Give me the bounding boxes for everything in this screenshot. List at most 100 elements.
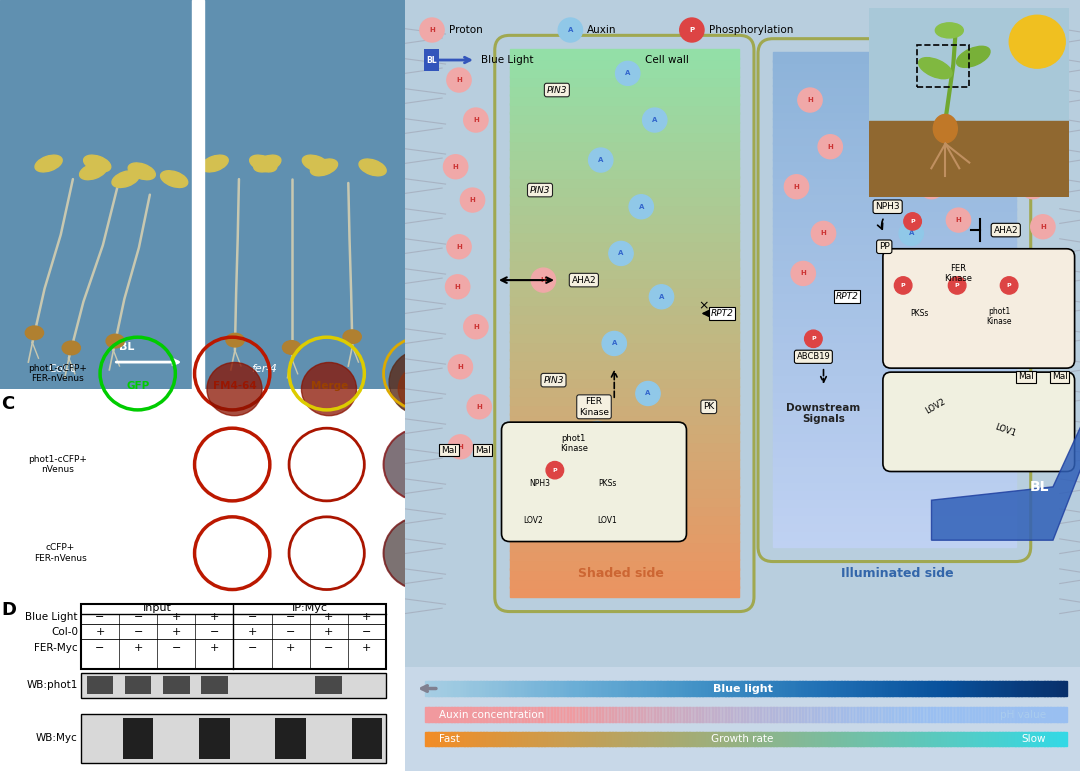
Bar (445, 707, 448, 722)
Bar (773, 488, 1016, 497)
Bar (531, 707, 536, 722)
Bar (1015, 682, 1018, 695)
Bar (510, 177, 739, 187)
Text: Growth rate: Growth rate (712, 734, 773, 744)
Text: FER
Kinase: FER Kinase (945, 264, 972, 283)
Circle shape (811, 221, 836, 245)
Bar (1048, 707, 1051, 722)
Bar (573, 732, 578, 746)
Bar (432, 707, 435, 722)
Bar (464, 732, 468, 746)
Bar (1041, 707, 1044, 722)
Bar (812, 732, 815, 746)
Bar (486, 682, 490, 695)
Circle shape (301, 362, 356, 416)
Bar (676, 732, 680, 746)
Bar (667, 707, 671, 722)
Bar (489, 682, 494, 695)
Bar (551, 707, 555, 722)
Bar (947, 732, 951, 746)
Bar (1005, 682, 1009, 695)
Bar (757, 682, 761, 695)
Bar (889, 707, 893, 722)
Bar (848, 732, 851, 746)
Text: −: − (362, 628, 372, 637)
Bar (957, 732, 961, 746)
Bar (705, 732, 710, 746)
Bar (573, 707, 578, 722)
Bar (973, 732, 977, 746)
Bar (1038, 732, 1041, 746)
Bar (747, 707, 752, 722)
Bar (429, 732, 432, 746)
Text: P: P (910, 219, 915, 224)
Bar (773, 513, 1016, 522)
Bar (510, 113, 739, 123)
Bar (429, 682, 432, 695)
Bar (570, 732, 575, 746)
Bar (512, 707, 516, 722)
Ellipse shape (254, 155, 281, 172)
Bar (577, 732, 581, 746)
Bar (773, 365, 1016, 374)
Bar (510, 258, 739, 269)
Bar (963, 707, 968, 722)
Text: H: H (929, 183, 934, 190)
Bar (458, 707, 461, 722)
Bar (960, 707, 964, 722)
Bar (851, 682, 854, 695)
Bar (510, 58, 739, 69)
Bar (721, 732, 726, 746)
Bar (599, 707, 603, 722)
Bar (561, 707, 565, 722)
Bar (1022, 707, 1025, 722)
Bar (773, 109, 1016, 120)
Bar (967, 732, 971, 746)
Bar (518, 707, 523, 722)
Circle shape (446, 274, 470, 299)
Bar (960, 732, 964, 746)
Bar (886, 707, 890, 722)
Bar (983, 707, 987, 722)
Bar (924, 707, 929, 722)
Bar (612, 732, 616, 746)
Bar (825, 682, 828, 695)
Bar (773, 225, 1016, 234)
Bar (902, 707, 906, 722)
Bar (731, 732, 735, 746)
Bar (996, 732, 999, 746)
Bar (486, 707, 490, 722)
Text: H: H (470, 197, 475, 203)
Text: H: H (458, 444, 463, 449)
Text: Blue Light: Blue Light (26, 612, 78, 622)
Bar (510, 432, 739, 442)
Bar (679, 732, 684, 746)
Bar (854, 707, 858, 722)
Bar (426, 707, 429, 722)
Bar (474, 707, 477, 722)
Bar (692, 732, 697, 746)
Bar (963, 707, 968, 722)
Bar (815, 732, 819, 746)
Bar (854, 707, 858, 722)
Bar (963, 732, 968, 746)
Ellipse shape (359, 159, 387, 176)
Text: H: H (827, 143, 833, 150)
Bar (673, 707, 677, 722)
Bar (773, 373, 1016, 382)
Bar (950, 682, 955, 695)
Bar (915, 682, 919, 695)
Bar (851, 707, 854, 722)
Bar (448, 732, 451, 746)
Bar (480, 707, 484, 722)
Bar (708, 732, 713, 746)
Bar (773, 521, 1016, 530)
Bar (435, 682, 438, 695)
Bar (944, 707, 948, 722)
Circle shape (899, 82, 923, 106)
Bar (796, 732, 799, 746)
Bar (767, 732, 771, 746)
Bar (468, 707, 471, 722)
Bar (895, 707, 900, 722)
Bar (967, 682, 971, 695)
